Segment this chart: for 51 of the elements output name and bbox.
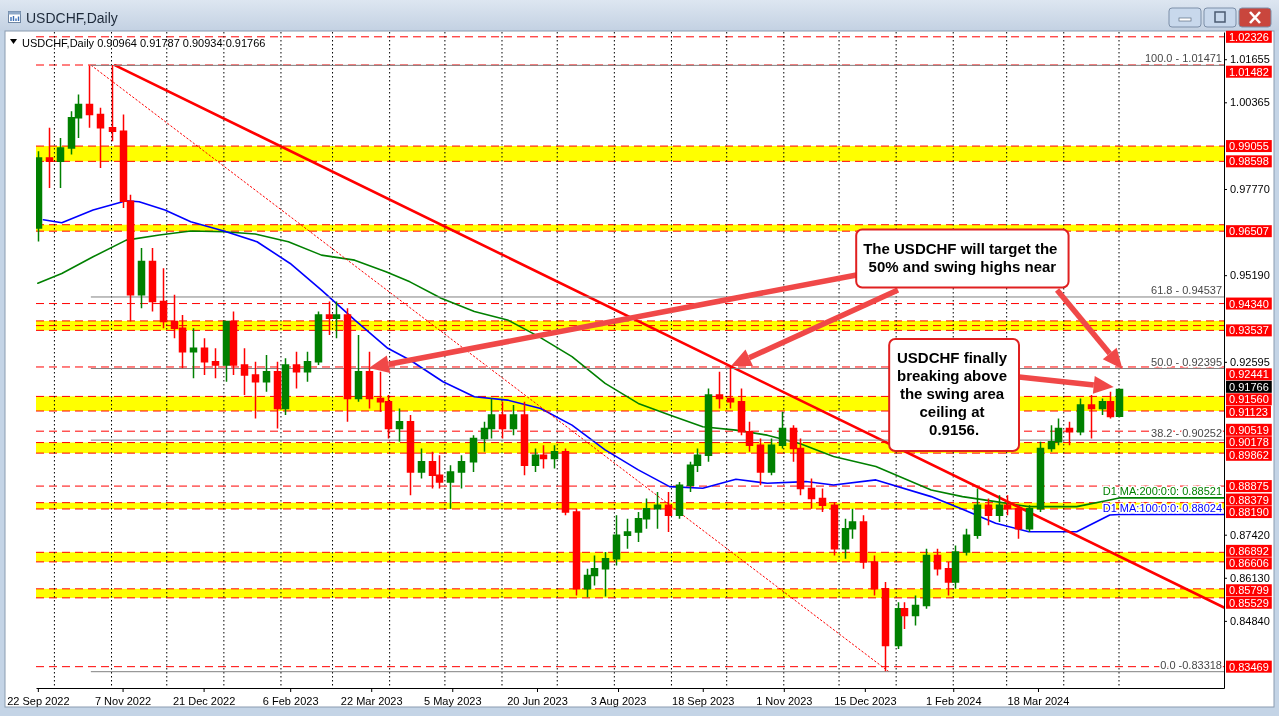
x-tick-label: 18 Sep 2023 <box>672 694 735 707</box>
x-tick-label: 5 May 2023 <box>424 694 482 707</box>
series-label: D1 MA:200:0:0: 0.88521 <box>1102 484 1222 497</box>
series-label: 61.8 - 0.94537 <box>1151 283 1222 296</box>
y-tick-label: 1.01655 <box>1230 53 1270 66</box>
x-tick-label: 21 Dec 2022 <box>172 694 236 707</box>
x-tick-label: 22 Sep 2022 <box>7 694 70 707</box>
ref-line-label: 0.91123 <box>1229 405 1268 418</box>
ref-line-label: 0.88875 <box>1229 480 1269 493</box>
ref-line-label: 0.90519 <box>1229 423 1269 436</box>
ref-line-label: 0.99055 <box>1229 140 1269 153</box>
x-tick-label: 20 Jun 2023 <box>507 694 568 707</box>
x-tick-label: 22 Mar 2023 <box>340 694 403 707</box>
chart-subtitle: USDCHF,Daily 0.90964 0.91787 0.90934 0.91766 <box>22 37 266 49</box>
y-tick-label: 0.84840 <box>1230 614 1270 627</box>
x-tick-label: 18 Mar 2024 <box>1007 694 1070 707</box>
text: 0.91766 <box>1229 380 1269 393</box>
y-tick-label: 1.00365 <box>1230 96 1270 109</box>
x-tick-label: 7 Nov 2022 <box>94 694 152 707</box>
ref-line-label: 0.86606 <box>1229 557 1269 570</box>
ref-line-label: 0.90178 <box>1229 436 1269 449</box>
x-tick-label: 1 Feb 2024 <box>925 694 982 707</box>
ref-line-label: 0.83469 <box>1229 660 1269 673</box>
y-tick-label: 0.92595 <box>1230 355 1270 368</box>
series-label: 50.0 - 0.92395 <box>1151 355 1222 368</box>
chart-title: USDCHF,Daily <box>26 10 118 26</box>
y-tick-label: 0.86130 <box>1230 571 1270 584</box>
ref-line-label: 0.93537 <box>1229 324 1269 337</box>
ref-line-label: 0.85799 <box>1229 584 1269 597</box>
ref-line-label: 1.02326 <box>1229 30 1269 43</box>
ref-line-label: 0.98598 <box>1229 155 1269 168</box>
y-tick-label: 0.87420 <box>1230 528 1270 541</box>
y-tick-label: 0.95190 <box>1230 269 1270 282</box>
series-label: 100.0 - 1.01471 <box>1144 52 1222 65</box>
x-tick-label: 1 Nov 2023 <box>756 694 813 707</box>
ref-line-label: 0.88190 <box>1229 506 1269 519</box>
ref-line-label: 0.94340 <box>1229 297 1269 310</box>
ref-line-label: 1.01482 <box>1229 65 1269 78</box>
x-tick-label: 3 Aug 2023 <box>590 694 647 707</box>
ref-line-label: 0.91560 <box>1229 393 1269 406</box>
ref-line-label: 0.96507 <box>1229 225 1269 238</box>
ref-line-label: 0.88379 <box>1229 493 1269 506</box>
ref-line-label: 0.92441 <box>1229 368 1269 381</box>
annotation: USDCHF finally breaking above the swing area ceiling at 0.9156. <box>896 349 1012 438</box>
y-tick-label: 0.97770 <box>1230 183 1270 196</box>
annotation: The USDCHF will target the 50% and swing highs near <box>863 239 1062 275</box>
x-tick-label: 15 Dec 2023 <box>834 694 897 707</box>
ref-line-label: 0.85529 <box>1229 596 1269 609</box>
ref-line-label: 0.86892 <box>1229 544 1269 557</box>
ref-line-label: 0.89862 <box>1229 448 1269 461</box>
x-tick-label: 6 Feb 2023 <box>262 694 319 707</box>
